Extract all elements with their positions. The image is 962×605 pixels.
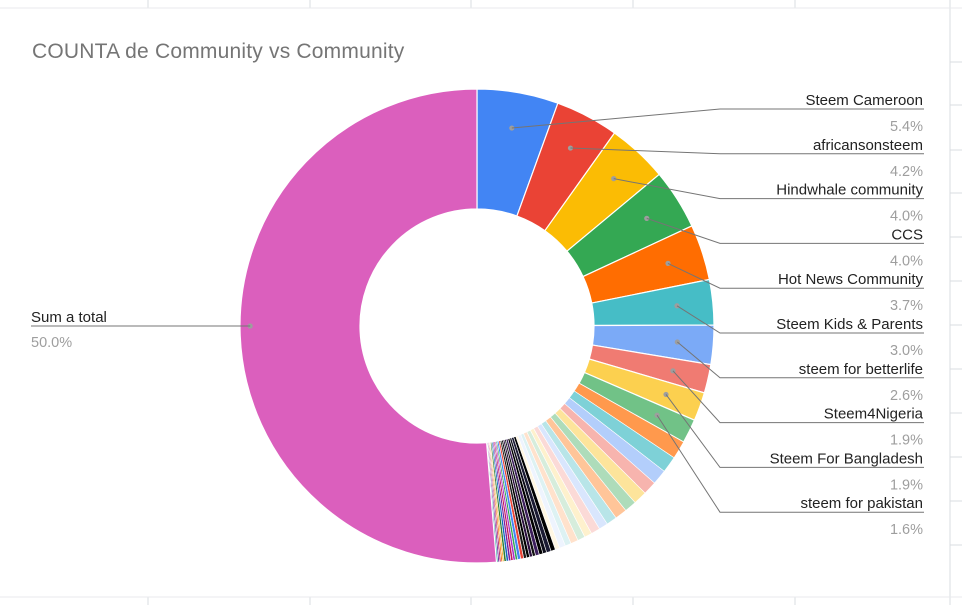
slice-value-label: 50.0% (31, 335, 72, 351)
leader-line (570, 147, 924, 155)
leader-line (646, 217, 924, 244)
slice-label-sum-a-total: Sum a total (31, 309, 107, 326)
slice-value-label: 5.4% (890, 119, 923, 135)
slice-label-steem-for-betterlife: steem for betterlife (799, 361, 923, 378)
leader-line (667, 262, 924, 289)
slice-label-steem-for-pakistan: steem for pakistan (800, 495, 923, 512)
slice-label-steem-kids-parents: Steem Kids & Parents (776, 316, 923, 333)
slice-value-label: 2.6% (890, 388, 923, 404)
slice-label-steem4nigeria: Steem4Nigeria (824, 406, 924, 423)
slice-label-steem-for-bangladesh: Steem For Bangladesh (770, 450, 923, 467)
slice-value-label: 4.0% (890, 253, 923, 269)
slice-value-label: 4.0% (890, 209, 923, 225)
slice-label-hindwhale-community: Hindwhale community (776, 182, 923, 199)
leader-line (676, 305, 924, 334)
slice-value-label: 3.7% (890, 298, 923, 314)
slice-label-ccs: CCS (891, 226, 923, 243)
chart-title: COUNTA de Community vs Community (32, 40, 405, 63)
slice-labels: Steem Cameroon 5.4% africansonsteem 4.2% Hin… (31, 92, 924, 538)
slice-label-steem-cameroon: Steem Cameroon (805, 92, 923, 109)
slice-value-label: 4.2% (890, 164, 923, 180)
leader-line (672, 370, 924, 424)
leader-line (656, 414, 924, 513)
slice-value-label: 1.9% (890, 433, 923, 449)
leader-line (677, 341, 924, 379)
leader-line (511, 108, 924, 129)
leader-line (613, 178, 924, 200)
slice-sum-a-total (239, 88, 498, 564)
slice-value-label: 3.0% (890, 343, 923, 359)
donut-slices (239, 88, 715, 564)
slice-value-label: 1.9% (890, 477, 923, 493)
leader-line (665, 394, 924, 468)
slice-value-label: 1.6% (890, 522, 923, 538)
slice-label-africansonsteem: africansonsteem (813, 137, 923, 154)
slice-label-hot-news-community: Hot News Community (778, 271, 924, 288)
